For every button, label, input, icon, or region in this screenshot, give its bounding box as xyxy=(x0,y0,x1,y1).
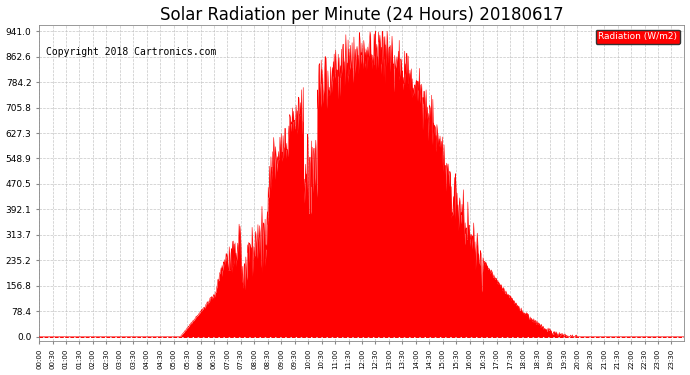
Text: Copyright 2018 Cartronics.com: Copyright 2018 Cartronics.com xyxy=(46,47,216,57)
Title: Solar Radiation per Minute (24 Hours) 20180617: Solar Radiation per Minute (24 Hours) 20… xyxy=(160,6,564,24)
Legend: Radiation (W/m2): Radiation (W/m2) xyxy=(595,30,680,44)
